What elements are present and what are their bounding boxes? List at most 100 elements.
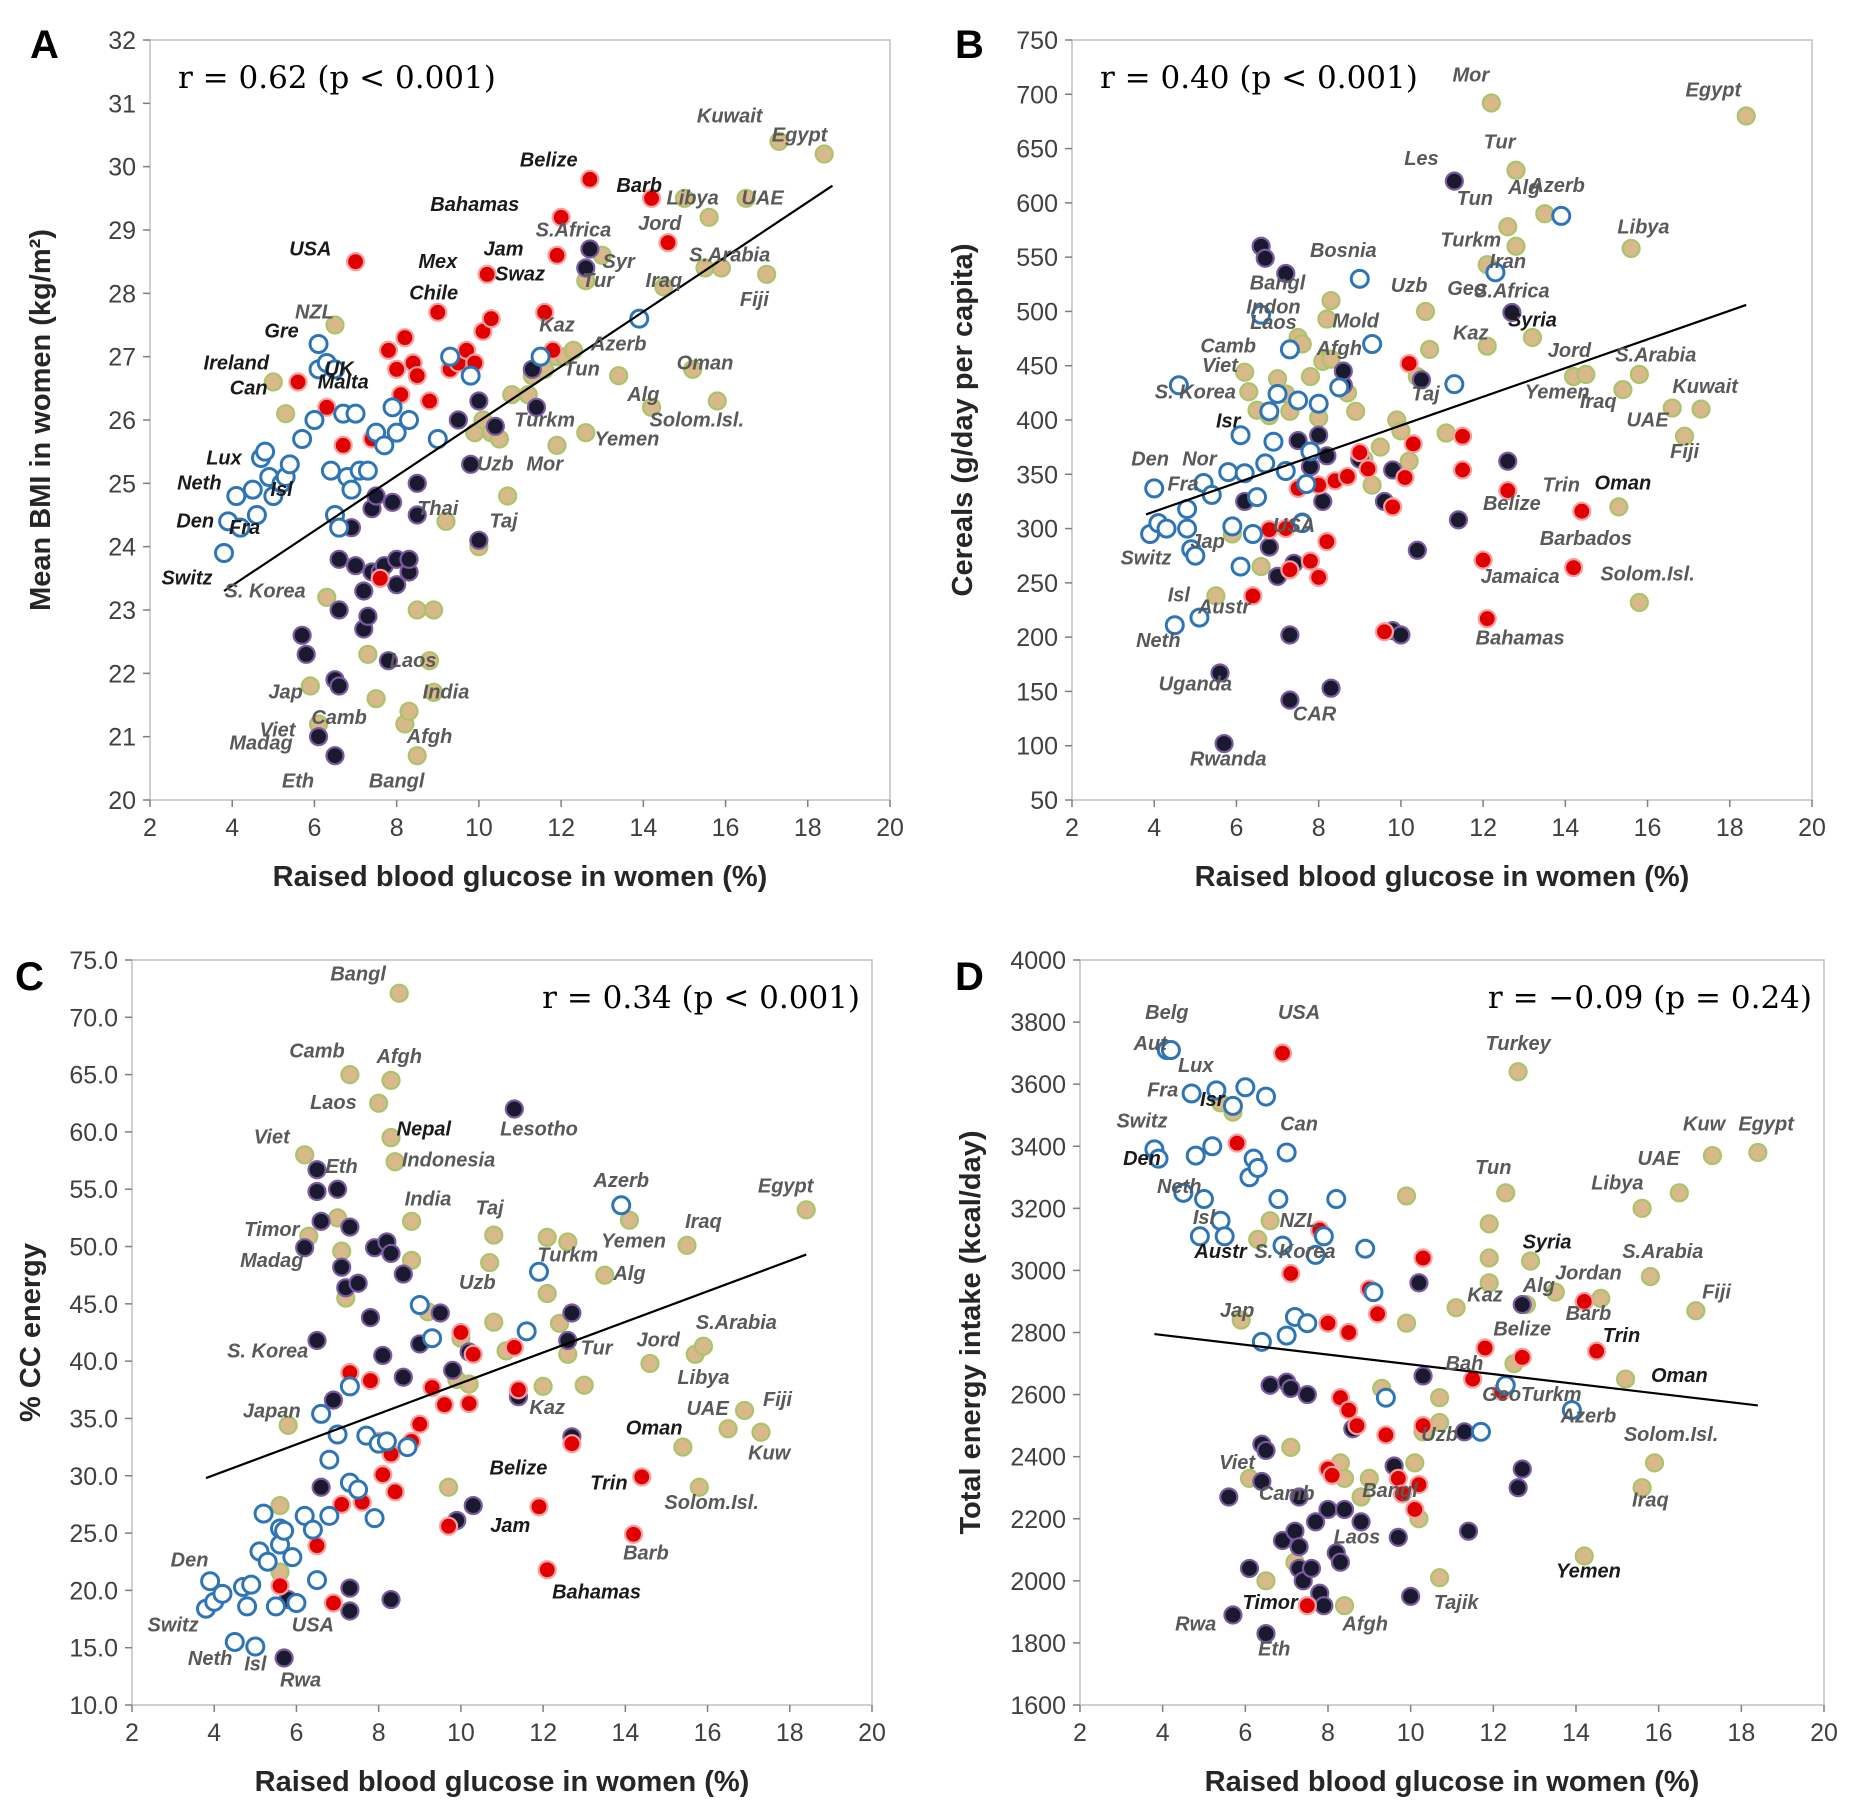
y-tick-label: 700: [1016, 81, 1058, 109]
data-point-red: [1399, 353, 1419, 374]
data-point-red: [1392, 1484, 1413, 1504]
data-point-blue: [409, 1294, 430, 1315]
data-point-tan: [419, 651, 440, 671]
data-point-tan: [1615, 1369, 1636, 1389]
x-axis-title: Raised blood glucose in women (%): [255, 1766, 750, 1798]
data-point-tan: [1251, 556, 1271, 577]
data-point-dark: [329, 676, 349, 696]
data-points: [1140, 93, 1756, 754]
data-point-blue: [440, 346, 461, 367]
country-label: India: [423, 682, 470, 704]
country-label: USA: [289, 238, 331, 260]
country-label: Isr: [1200, 1089, 1226, 1111]
data-point-blue: [348, 1479, 369, 1500]
trend-line: [1145, 303, 1747, 516]
country-label: Ireland: [204, 352, 270, 374]
data-point-tan: [1346, 401, 1366, 421]
x-tick-label: 8: [372, 1719, 386, 1747]
data-point-dark: [1210, 663, 1230, 683]
data-point-dark: [1314, 1596, 1334, 1616]
data-point-red: [547, 245, 567, 265]
data-point-tan: [438, 1477, 459, 1497]
y-tick-label: 2400: [1010, 1444, 1066, 1472]
country-label: Uzb: [1421, 1424, 1458, 1446]
country-label: Barb: [1566, 1303, 1612, 1325]
data-point-dark: [274, 1648, 294, 1668]
data-point-dark: [307, 1160, 327, 1180]
panel-a: Ar = 0.62 (p < 0.001)2 4 6 8 10 12 14 16 18 20202…: [25, 23, 904, 893]
country-label: Can: [230, 378, 268, 400]
country-label: NZL: [1280, 1210, 1319, 1232]
country-label: Turkm: [1440, 229, 1501, 251]
country-label: Isl: [244, 1654, 267, 1676]
y-tick-label: 3200: [1010, 1195, 1066, 1223]
data-point-dark: [1388, 1527, 1408, 1547]
data-point-tan: [498, 486, 518, 506]
y-tick-label: 2200: [1010, 1506, 1066, 1534]
data-point-dark: [430, 1303, 450, 1323]
data-point-blue: [1313, 1226, 1334, 1247]
x-tick-label: 20: [876, 814, 904, 842]
data-point-dark: [327, 1179, 348, 1199]
country-label: Indon: [1246, 297, 1300, 319]
country-label: Syria: [1523, 1232, 1572, 1254]
country-label: Azerb: [1528, 175, 1585, 197]
country-label: Jap: [1190, 531, 1224, 553]
data-point-tan: [736, 188, 756, 208]
data-point-blue: [341, 479, 362, 500]
data-point-tan: [1479, 1214, 1499, 1234]
data-point-blue: [397, 1437, 418, 1458]
country-label: Jap: [1220, 1300, 1254, 1322]
data-point-red: [508, 1380, 529, 1400]
data-point-blue: [399, 410, 419, 430]
country-label: Jord: [1548, 340, 1592, 362]
country-label: Switz: [148, 1615, 199, 1637]
data-point-tan: [1334, 1596, 1355, 1616]
country-label: Barb: [616, 175, 662, 197]
data-point-tan: [1479, 1273, 1499, 1293]
data-point-blue: [1256, 1086, 1276, 1107]
data-point-red: [1281, 1263, 1301, 1284]
data-point-dark: [1259, 537, 1279, 557]
data-point-tan: [1321, 290, 1341, 311]
country-label: Bangl: [330, 964, 386, 986]
country-label: Uganda: [1159, 673, 1232, 695]
data-point-dark: [1508, 1478, 1528, 1498]
data-point-red: [537, 1560, 557, 1580]
data-point-red: [1452, 460, 1473, 480]
data-point-red: [504, 1337, 524, 1358]
data-point-red: [1317, 531, 1337, 552]
data-point-blue: [319, 1449, 340, 1470]
data-point-red: [580, 169, 600, 189]
data-point-blue: [246, 505, 267, 525]
country-label: Camb: [289, 1040, 345, 1062]
data-point-red: [307, 1536, 327, 1556]
trend-line: [205, 1253, 807, 1480]
data-point-tan: [1446, 1298, 1466, 1318]
country-label: Jordan: [1555, 1263, 1622, 1285]
y-tick-label: 300: [1016, 516, 1058, 544]
data-point-blue: [1355, 1238, 1376, 1259]
country-label: S. Korea: [1254, 1241, 1335, 1263]
data-point-dark: [504, 1099, 524, 1119]
data-point-red: [1376, 1425, 1396, 1445]
data-point-tan: [751, 1422, 771, 1442]
data-point-red: [481, 309, 501, 329]
country-label: Uzb: [477, 454, 514, 476]
data-point-dark: [1313, 491, 1333, 512]
data-point-blue: [1242, 524, 1263, 544]
data-point-red: [1339, 1400, 1359, 1420]
data-point-tan: [1702, 1145, 1723, 1166]
data-point-blue: [1202, 1136, 1223, 1157]
x-tick-label: 2: [1073, 1719, 1087, 1747]
country-label: Alg: [1522, 1275, 1555, 1297]
country-label: Fra: [1167, 474, 1198, 496]
data-point-red: [323, 1593, 344, 1613]
country-label: Barb: [623, 1542, 669, 1564]
country-label: Libya: [677, 1367, 729, 1389]
data-point-tan: [814, 144, 834, 164]
data-point-tan: [549, 1313, 570, 1333]
country-label: Bangl: [1362, 1480, 1418, 1502]
x-tick-label: 18: [1716, 814, 1744, 842]
